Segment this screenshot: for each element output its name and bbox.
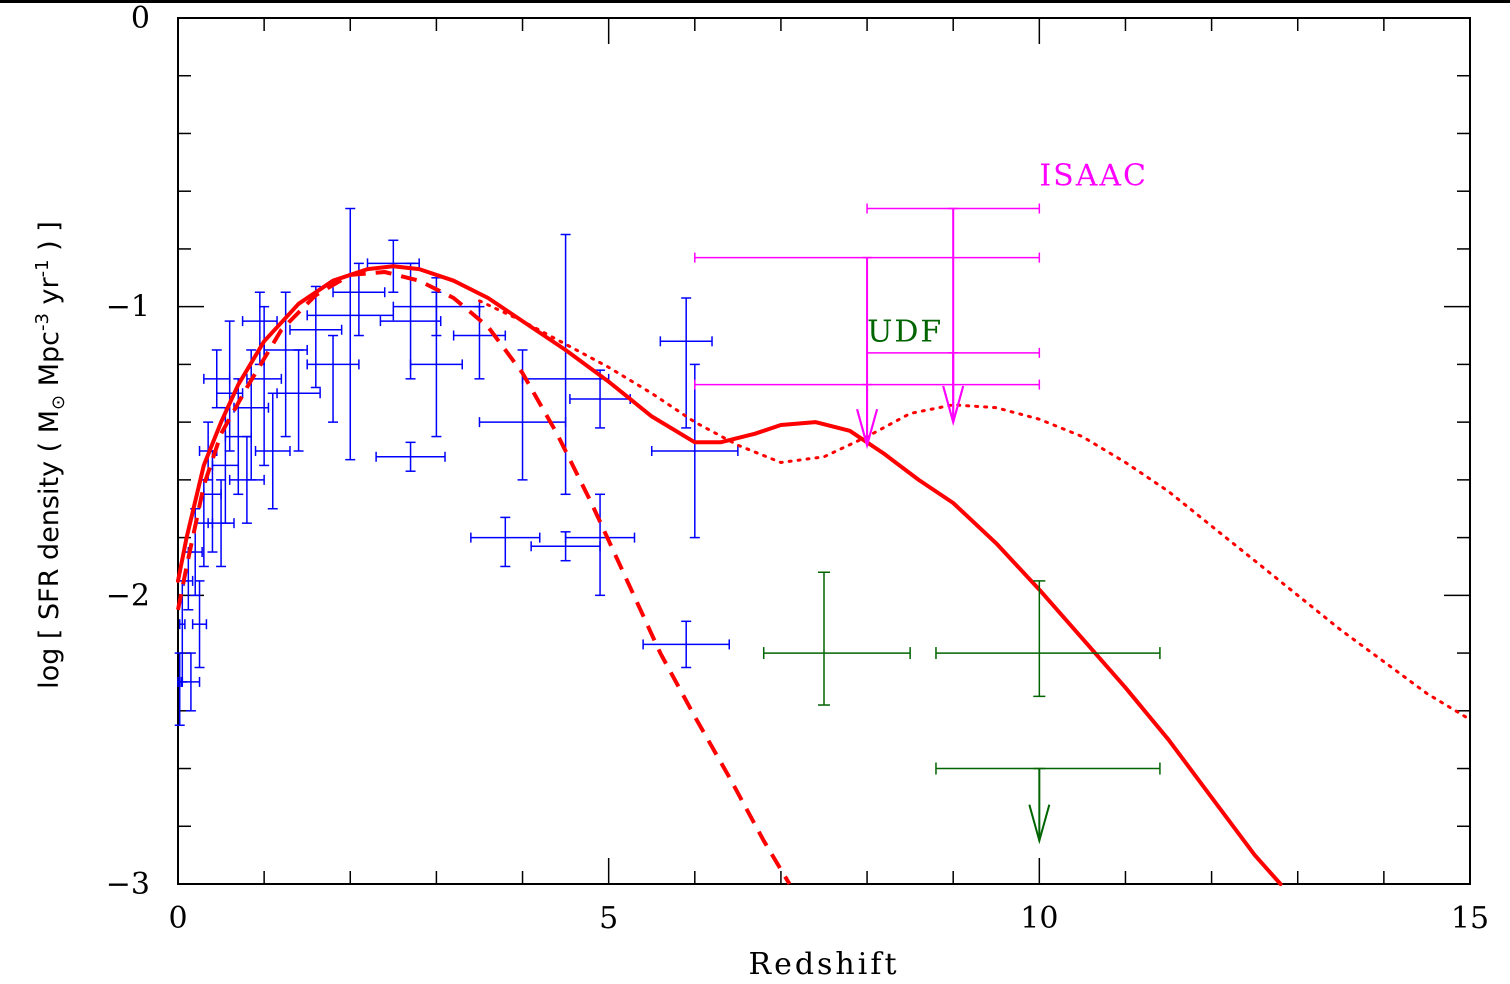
udf-upper-limit	[935, 762, 1161, 845]
blue-data-point	[659, 297, 713, 429]
udf-data-point	[935, 580, 1161, 698]
x-tick-label: 0	[168, 901, 187, 936]
dotted-model-curve	[478, 299, 1472, 721]
model-curves	[176, 264, 1472, 886]
annotation-isaac: ISAAC	[1039, 158, 1148, 193]
y-tick-label: −1	[106, 290, 150, 325]
blue-data-point	[203, 349, 231, 409]
annotation-udf: UDF	[867, 314, 943, 349]
blue-data-point	[306, 334, 360, 423]
top-border	[0, 0, 1510, 3]
isaac-arrow	[942, 352, 965, 426]
y-axis-title: log [ SFR density ( M⊙ Mpc-3 yr-1 ) ]	[32, 221, 69, 689]
isaac-upper-limit	[694, 379, 1041, 449]
axis-ticks	[177, 17, 1471, 885]
blue-data-point	[650, 363, 739, 539]
x-axis-title: Redshift	[748, 947, 899, 982]
isaac-arrow-head	[942, 385, 965, 426]
annotations: ISAAC UDF	[867, 158, 1148, 349]
y-axis-title-sub: ⊙	[48, 395, 69, 410]
udf-data-series	[762, 571, 1161, 845]
y-axis-title-sup2: -1	[32, 259, 53, 277]
blue-data-point	[191, 580, 208, 669]
udf-arrow	[1028, 768, 1051, 845]
dashed-model-curve	[176, 270, 792, 886]
blue-data-point	[241, 291, 278, 366]
blue-data-point	[228, 435, 265, 524]
y-tick-label: −3	[106, 867, 150, 902]
blue-data-point	[254, 392, 291, 510]
x-tick-label: 5	[599, 901, 618, 936]
y-axis-title-part3: yr	[34, 276, 65, 313]
blue-data-point	[642, 620, 731, 669]
isaac-upper-limit	[866, 347, 1041, 426]
udf-data-point	[762, 571, 911, 706]
blue-data-point	[470, 516, 541, 568]
tick-labels: 0 5 10 15 0 −1 −2 −3	[106, 1, 1489, 936]
isaac-data-series	[694, 203, 1041, 449]
solid-model-curve	[176, 264, 1283, 886]
blue-data-series	[174, 207, 739, 726]
blue-data-point	[478, 349, 567, 481]
y-tick-label: 0	[131, 1, 150, 36]
blue-data-point	[263, 291, 308, 438]
blue-data-point	[289, 285, 343, 389]
y-axis-title-sup1: -3	[32, 313, 53, 331]
y-axis-title-part2: Mpc	[34, 331, 65, 395]
isaac-arrow	[856, 384, 879, 449]
y-tick-label: −2	[106, 578, 150, 613]
blue-data-point	[174, 652, 185, 726]
blue-data-point	[207, 479, 235, 568]
udf-arrow-head	[1028, 804, 1051, 845]
y-axis-title-part4: ) ]	[34, 221, 65, 259]
blue-data-point	[181, 652, 201, 712]
x-tick-label: 10	[1020, 901, 1058, 936]
isaac-arrow-head	[856, 408, 879, 449]
x-tick-label: 15	[1451, 901, 1489, 936]
blue-data-point	[564, 493, 636, 597]
blue-data-point	[375, 441, 446, 472]
blue-data-point	[306, 207, 395, 461]
blue-data-point	[233, 349, 270, 481]
plot-frame	[177, 17, 1471, 885]
blue-data-point	[521, 233, 610, 496]
y-axis-title-part1: log [ SFR density ( M	[34, 410, 65, 689]
